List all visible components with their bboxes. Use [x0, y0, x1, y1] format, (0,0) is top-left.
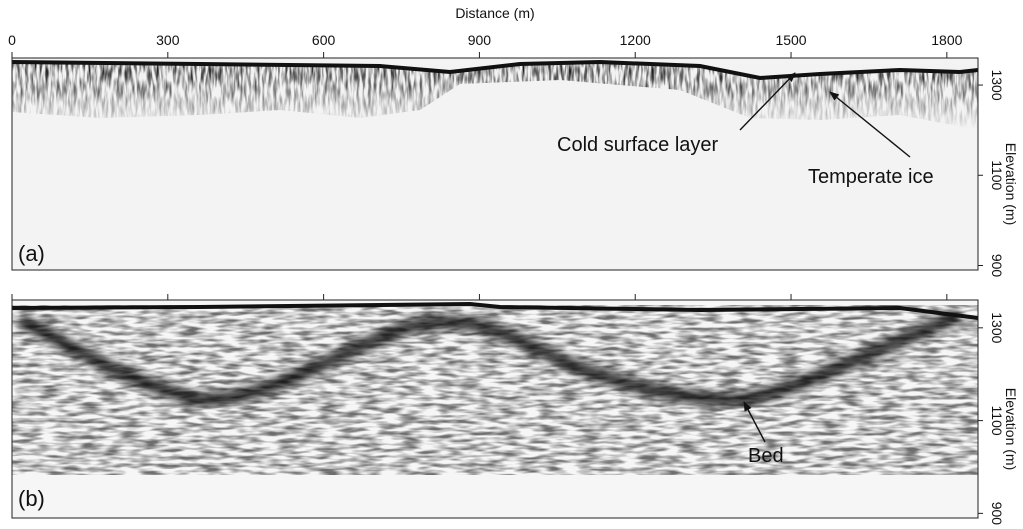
- annotation: Bed: [743, 401, 784, 467]
- frame-b: [11, 299, 979, 519]
- annotation: Cold surface layer: [557, 72, 796, 156]
- annotation-text: Cold surface layer: [557, 134, 719, 156]
- y-tick-label: 1100: [989, 160, 1005, 190]
- x-tick-label: 0: [8, 32, 16, 48]
- y-tick-label: 1300: [989, 312, 1005, 343]
- annotation-text: Bed: [748, 445, 784, 467]
- y-tick-label: 1300: [989, 69, 1005, 100]
- x-tick-label: 600: [312, 32, 336, 48]
- y-axis-label: Elevation (m): [1003, 143, 1019, 225]
- radar-image-a: [11, 58, 979, 270]
- radar-image-b: [11, 300, 979, 518]
- x-tick-label: 1200: [620, 32, 651, 48]
- x-tick-label: 1500: [775, 32, 806, 48]
- annotation: Temperate ice: [808, 91, 934, 188]
- x-tick-label: 900: [468, 32, 492, 48]
- panel-label: (a): [18, 241, 45, 266]
- x-axis-label: Distance (m): [455, 5, 534, 21]
- x-tick-label: 1800: [931, 32, 962, 48]
- y-tick-label: 1100: [989, 406, 1005, 436]
- y-axis-label: Elevation (m): [1003, 388, 1019, 470]
- x-tick-label: 300: [156, 32, 180, 48]
- y-tick-label: 900: [989, 502, 1005, 526]
- panel-label: (b): [18, 486, 45, 511]
- frame-a: [11, 57, 979, 271]
- y-tick-label: 900: [989, 254, 1005, 278]
- annotation-text: Temperate ice: [808, 166, 934, 188]
